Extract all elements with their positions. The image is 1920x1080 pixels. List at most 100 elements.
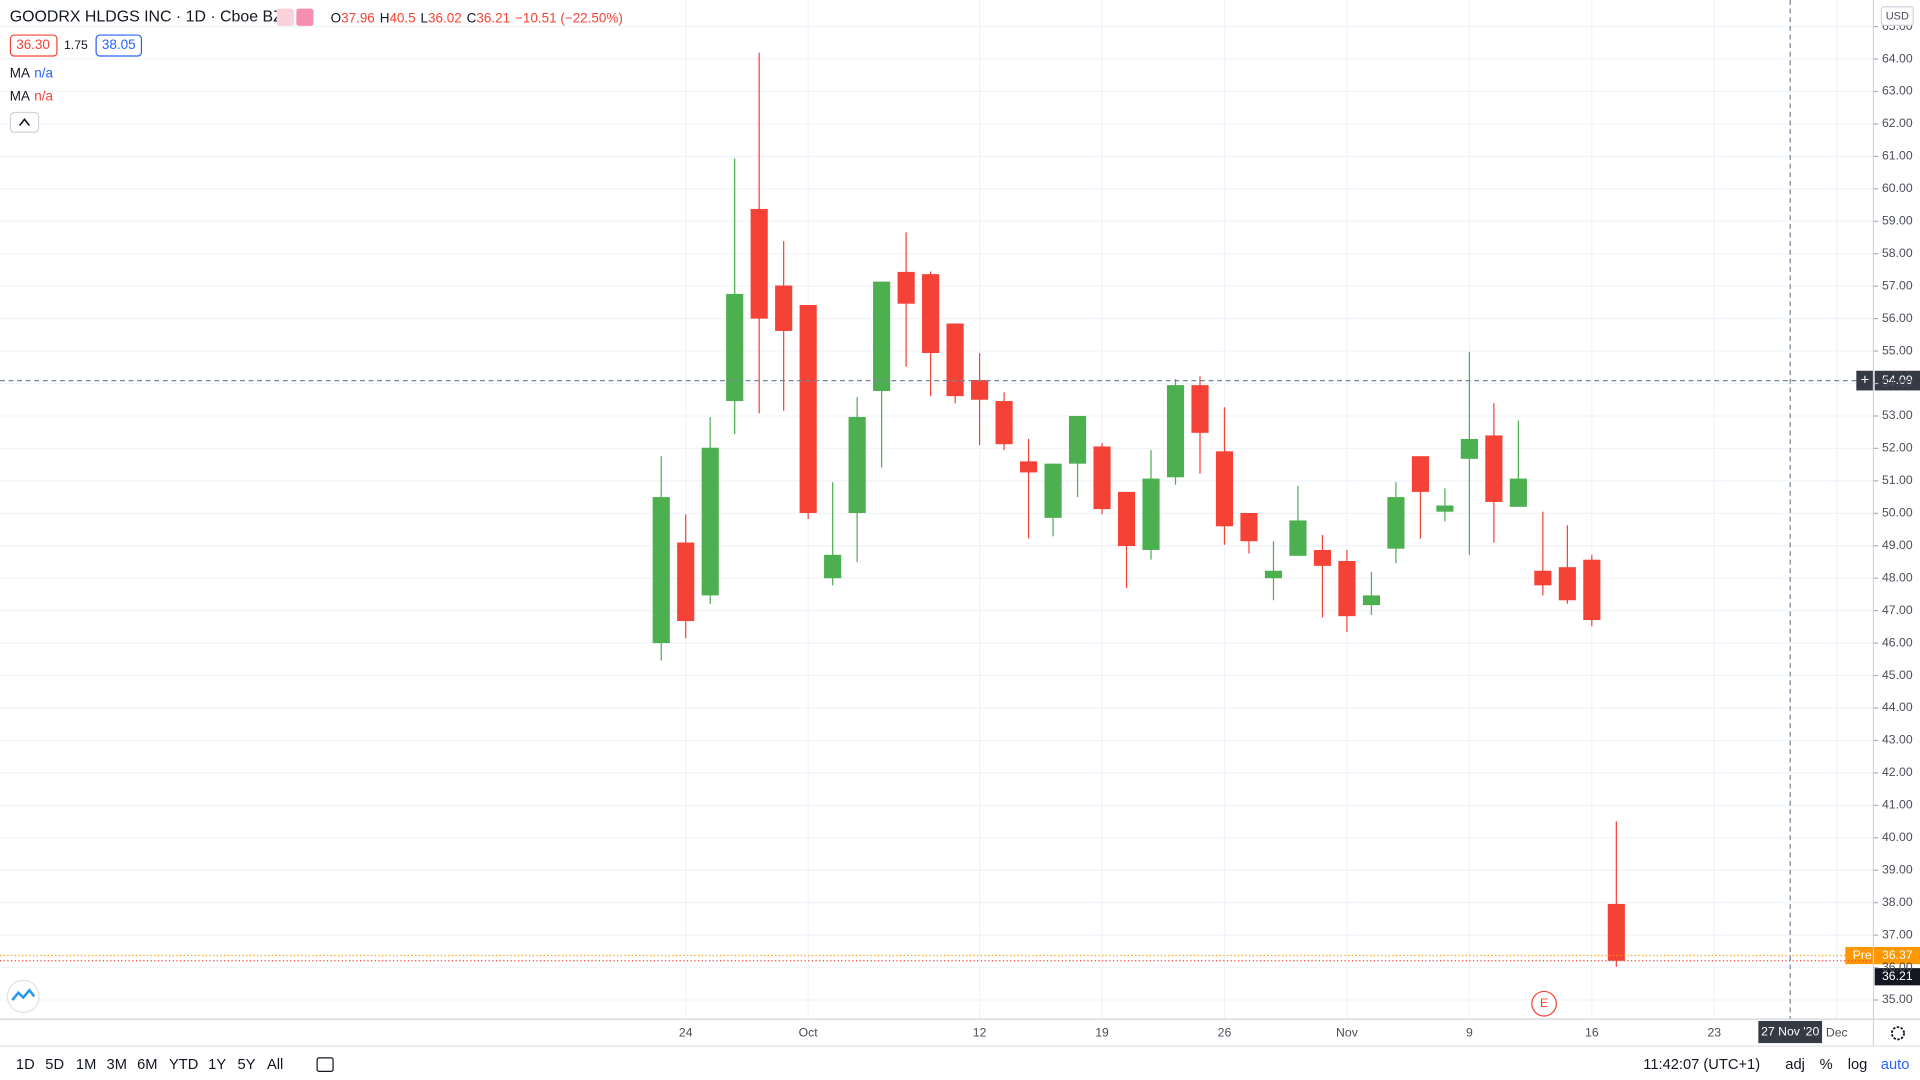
ohlc-value: 36.21 [476, 10, 510, 25]
candle-body [1583, 559, 1601, 621]
plus: + [1861, 372, 1870, 388]
crosshair-date: 27 Nov '20 [1761, 1024, 1819, 1038]
y-tick-label: 44.00 [1882, 700, 1913, 714]
candle-body [922, 274, 940, 354]
x-tick-label: 19 [1095, 1025, 1109, 1039]
currency: USD [1886, 11, 1909, 23]
candle-body [1093, 446, 1111, 510]
x-tick-label: Dec [1826, 1025, 1848, 1039]
y-tick-label: 59.00 [1882, 214, 1913, 228]
y-tick-label: 38.00 [1882, 895, 1913, 909]
ohlc-value: 40.5 [389, 10, 415, 25]
candle-body [824, 554, 842, 579]
range-button[interactable]: 5Y [238, 1057, 256, 1073]
y-tick-label: 61.00 [1882, 149, 1913, 163]
premarket-label: Pre [1853, 948, 1872, 962]
candle-body [1460, 439, 1478, 459]
symbol-title: GOODRX HLDGS INC · 1D · Cboe BZX [10, 8, 294, 25]
y-tick-label: 52.00 [1882, 441, 1913, 455]
x-tick-label: 24 [679, 1025, 693, 1039]
y-tick-label: 62.00 [1882, 116, 1913, 130]
candle-body [1485, 435, 1503, 502]
candle-body [1166, 385, 1185, 478]
candle-body [1068, 415, 1087, 464]
range-button[interactable]: All [267, 1057, 283, 1073]
candle-body [897, 271, 915, 304]
candle-body [1558, 567, 1576, 601]
y-tick-label: 37.00 [1882, 927, 1913, 941]
y-tick-label: 35.00 [1882, 992, 1913, 1006]
x-tick-label: 23 [1707, 1025, 1721, 1039]
indicator-name: MA [10, 65, 30, 80]
icon [276, 8, 294, 26]
crosshair-price: 54.09 [1882, 373, 1913, 387]
y-tick-label: 51.00 [1882, 473, 1913, 487]
candle-body [775, 285, 793, 331]
y-tick-label: 48.00 [1882, 570, 1913, 584]
y-tick-label: 57.00 [1882, 278, 1913, 292]
y-tick-label: 50.00 [1882, 506, 1913, 520]
candle-body [1509, 478, 1527, 507]
y-tick-label: 46.00 [1882, 635, 1913, 649]
icon [296, 8, 314, 26]
range-button[interactable]: 6M [137, 1057, 157, 1073]
candle-body [1044, 463, 1062, 518]
clock: 11:42:07 (UTC+1) [1643, 1057, 1760, 1073]
candle-body [1289, 520, 1307, 556]
y-tick-label: 36.00 [1882, 960, 1913, 974]
scale-option[interactable]: adj [1785, 1057, 1805, 1073]
settings-icon[interactable] [1890, 1026, 1905, 1041]
y-tick-label: 58.00 [1882, 246, 1913, 260]
candle-body [971, 379, 989, 400]
last-price-box [1874, 968, 1920, 986]
range-button[interactable]: 1M [76, 1057, 96, 1073]
candle-body [799, 304, 817, 513]
premarket-box [1845, 946, 1920, 965]
candle-body [1313, 549, 1332, 566]
collapse-button[interactable] [9, 111, 40, 133]
indicator-value: n/a [34, 65, 53, 80]
candle-body [1117, 491, 1136, 547]
scale-option[interactable]: % [1820, 1057, 1833, 1073]
x-tick-label: 16 [1585, 1025, 1599, 1039]
y-tick-label: 39.00 [1882, 862, 1913, 876]
range-button[interactable]: 1Y [208, 1057, 226, 1073]
y-tick-label: 42.00 [1882, 765, 1913, 779]
range-button[interactable]: 1D [16, 1057, 35, 1073]
candle-body [1215, 451, 1234, 527]
y-tick-label: 41.00 [1882, 798, 1913, 812]
crosshair-plus[interactable] [1856, 370, 1874, 391]
scale-option[interactable]: log [1848, 1057, 1868, 1073]
logo-icon [11, 988, 36, 1001]
candle-body [750, 208, 768, 319]
y-tick-label: 43.00 [1882, 733, 1913, 747]
y-tick-label: 45.00 [1882, 668, 1913, 682]
time-axis: 24 Oct 12 19 26 Nov 9 16 23 Dec [679, 1025, 1848, 1039]
ohlc-key: C [467, 10, 477, 25]
earnings-marker[interactable] [1531, 990, 1557, 1017]
candle-body [1191, 385, 1209, 433]
candle-body [1362, 595, 1380, 606]
range-button[interactable]: YTD [169, 1057, 198, 1073]
earnings-label: E [1540, 996, 1548, 1010]
candle-body [1264, 570, 1283, 579]
y-tick-label: 56.00 [1882, 311, 1913, 325]
y-tick-label: 54.00 [1882, 376, 1913, 390]
x-tick-label: Oct [799, 1025, 819, 1039]
date-range-icon[interactable] [316, 1057, 334, 1073]
range-button[interactable]: 3M [107, 1057, 127, 1073]
toolbar: 1D 5D 1M 3M 6M YTD 1Y 5Y All adj% log auto [16, 1057, 1909, 1073]
candle-body [726, 293, 744, 402]
range-button[interactable]: 5D [45, 1057, 64, 1073]
y-tick-label: 63.00 [1882, 84, 1913, 98]
currency-box[interactable] [1880, 6, 1914, 26]
candles [652, 52, 1625, 967]
candle-body [1607, 903, 1625, 961]
y-tick-label: 40.00 [1882, 830, 1913, 844]
scale-option[interactable]: auto [1881, 1057, 1910, 1073]
y-tick-label: 64.00 [1882, 51, 1913, 65]
ask: 38.05 [102, 37, 136, 52]
ohlc-legend: O37.96 H40.5 L36.02 C36.21 −10.51 (−22.50%) [331, 10, 623, 25]
